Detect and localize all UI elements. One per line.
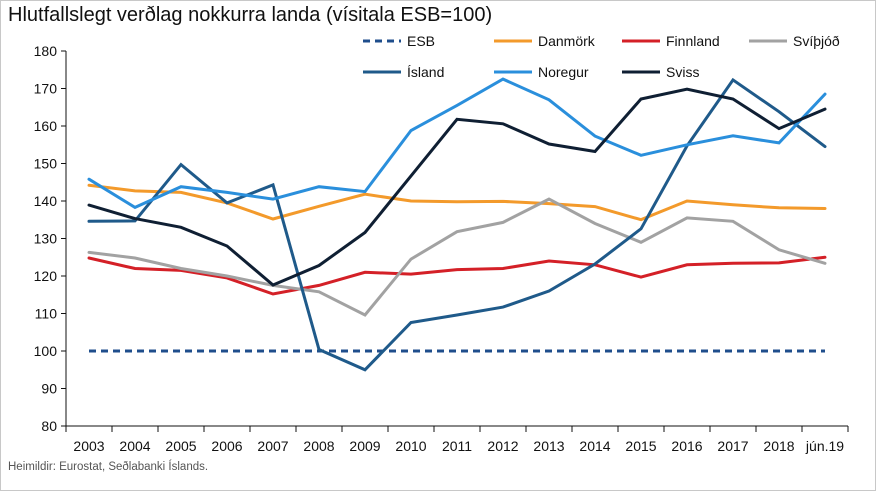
x-tick-label: 2014	[579, 438, 610, 454]
series-line-svithjod	[87, 197, 827, 317]
y-tick-label: 100	[34, 343, 58, 359]
legend: ESB Danmörk Finnland Svíþjóð Ísland Noregur Sv…	[363, 33, 840, 80]
x-tick-label: 2004	[119, 438, 150, 454]
x-tick-label: 2011	[442, 438, 472, 454]
x-tick-label: 2012	[487, 438, 518, 454]
y-tick-label: 80	[41, 418, 57, 434]
x-tick-label: 2008	[303, 438, 334, 454]
y-tick-label: 150	[34, 156, 58, 172]
series-line-sviss	[87, 87, 827, 287]
legend-label-noregur: Noregur	[538, 64, 589, 80]
y-tick-label: 140	[34, 193, 58, 209]
y-tick-label: 130	[34, 231, 58, 247]
axes: 80 90 100 110 120 130 140 150 160 170 180 2003 2004 2…	[34, 43, 849, 454]
legend-label-danmork: Danmörk	[538, 33, 596, 49]
series-line-finnland	[87, 255, 827, 296]
x-tick-label: 2010	[395, 438, 426, 454]
y-tick-label: 180	[34, 43, 58, 59]
x-tick-label: 2018	[763, 438, 794, 454]
series-line-island	[87, 77, 827, 372]
x-tick-label: jún.19	[805, 438, 844, 454]
y-tick-label: 160	[34, 118, 58, 134]
legend-label-island: Ísland	[407, 64, 444, 80]
legend-label-svithjod: Svíþjóð	[793, 33, 840, 49]
series-layer	[87, 77, 827, 372]
y-tick-label: 120	[34, 268, 58, 284]
x-tick-label: 2015	[625, 438, 656, 454]
legend-label-finnland: Finnland	[666, 33, 720, 49]
series-line-danmork	[87, 183, 827, 222]
series-line-noregur	[87, 77, 827, 210]
x-tick-label: 2016	[671, 438, 702, 454]
x-tick-label: 2006	[211, 438, 242, 454]
x-tick-label: 2009	[349, 438, 380, 454]
x-tick-label: 2005	[165, 438, 196, 454]
legend-label-esb: ESB	[407, 33, 435, 49]
x-tick-label: 2007	[257, 438, 288, 454]
x-tick-label: 2003	[73, 438, 104, 454]
y-tick-label: 90	[41, 381, 57, 397]
chart-title: Hlutfallslegt verðlag nokkurra landa (ví…	[8, 4, 493, 26]
y-tick-label: 110	[35, 306, 58, 322]
x-tick-label: 2017	[717, 438, 748, 454]
legend-label-sviss: Sviss	[666, 64, 699, 80]
source-note: Heimildir: Eurostat, Seðlabanki Íslands.	[8, 461, 209, 473]
x-tick-label: 2013	[533, 438, 564, 454]
y-tick-label: 170	[34, 81, 58, 97]
